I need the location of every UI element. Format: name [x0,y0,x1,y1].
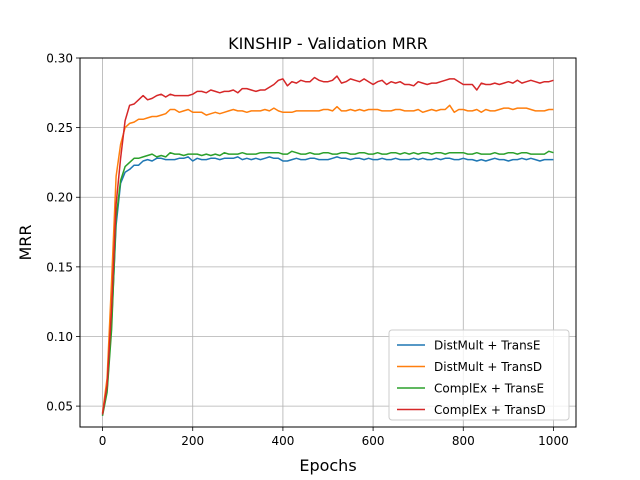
series-line-4 [101,75,554,415]
y-tick-label: 0.10 [46,330,73,344]
x-tick-label: 600 [362,434,385,448]
legend-box [388,329,570,421]
legend-label: ComplEx + TransD [434,403,546,417]
legend-label: DistMult + TransE [434,339,541,353]
x-tick-label: 400 [271,434,294,448]
y-tick-label: 0.25 [46,121,73,135]
x-tick-label: 1000 [538,434,569,448]
y-tick-label: 0.15 [46,260,73,274]
y-tick-label: 0.05 [46,400,73,414]
chart-title: KINSHIP - Validation MRR [228,34,428,53]
axis-ticks: 0 200 400 600 800 1000 0.05 0.10 0.15 0.20 0.25 0.3… [46,52,568,449]
y-tick-label: 0.30 [46,52,73,66]
series-line-3 [101,150,554,417]
plot-frame [79,57,577,428]
legend: DistMult + TransE DistMult + TransD ComplE… [388,329,570,421]
y-axis-title: MRR [16,224,35,260]
x-axis-title: Epochs [299,456,356,475]
series-line-1 [101,156,554,415]
series-line-2 [101,104,554,414]
x-tick-label: 0 [99,434,107,448]
x-tick-label: 800 [452,434,475,448]
legend-label: DistMult + TransD [434,360,542,374]
series-lines [101,75,554,417]
x-tick-label: 200 [181,434,204,448]
y-tick-label: 0.20 [46,191,73,205]
legend-label: ComplEx + TransE [434,382,544,396]
